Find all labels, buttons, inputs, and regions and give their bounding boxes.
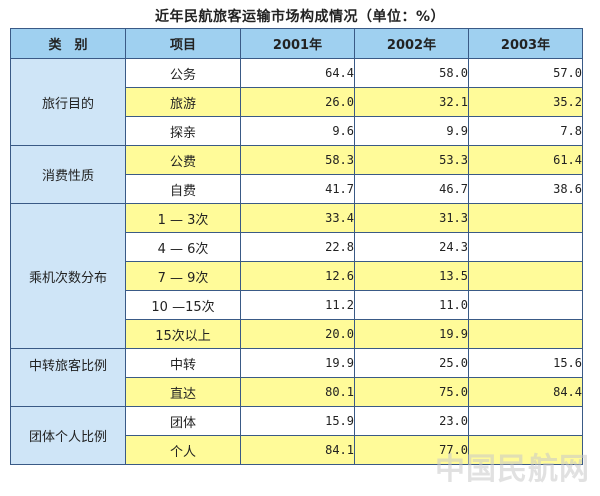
- value-2001: 80.1: [240, 377, 355, 407]
- value-2001: 41.7: [240, 174, 355, 204]
- value-2001: 84.1: [240, 435, 355, 465]
- item-cell: 7 — 9次: [125, 261, 241, 291]
- value-2003: 84.4: [468, 377, 583, 407]
- category-flight-frequency: 乘机次数分布: [10, 203, 126, 349]
- value-2001: 26.0: [240, 87, 355, 117]
- value-2003: [468, 406, 583, 436]
- item-cell: 公务: [125, 58, 241, 88]
- value-2003: 38.6: [468, 174, 583, 204]
- item-cell: 直达: [125, 377, 241, 407]
- item-cell: 团体: [125, 406, 241, 436]
- header-2002: 2002年: [354, 28, 469, 59]
- value-2001: 12.6: [240, 261, 355, 291]
- value-2002: 77.0: [354, 435, 469, 465]
- table-row: 消费性质 公费 58.3 53.3 61.4: [10, 145, 583, 204]
- value-2001: 20.0: [240, 319, 355, 349]
- table-row: 旅行目的 公务 64.4 58.0 57.0: [10, 58, 583, 146]
- value-2002: 23.0: [354, 406, 469, 436]
- value-2002: 11.0: [354, 290, 469, 320]
- value-2003: [468, 232, 583, 262]
- value-2001: 15.9: [240, 406, 355, 436]
- item-cell: 1 — 3次: [125, 203, 241, 233]
- value-2002: 24.3: [354, 232, 469, 262]
- item-cell: 探亲: [125, 116, 241, 146]
- value-2001: 9.6: [240, 116, 355, 146]
- category-consumption: 消费性质: [10, 145, 126, 204]
- value-2001: 11.2: [240, 290, 355, 320]
- item-cell: 中转: [125, 348, 241, 378]
- header-category: 类 别: [10, 28, 126, 59]
- value-2003: [468, 319, 583, 349]
- value-2001: 33.4: [240, 203, 355, 233]
- table-row: 个人 84.1 77.0: [11, 435, 583, 465]
- value-2003: 57.0: [468, 58, 583, 88]
- value-2002: 32.1: [354, 87, 469, 117]
- category-travel-purpose: 旅行目的: [10, 58, 126, 146]
- header-item: 项目: [125, 28, 241, 59]
- table-title: 近年民航旅客运输市场构成情况（单位：%）: [154, 9, 446, 25]
- table-row: 中转旅客比例 中转 19.9 25.0 15.6: [10, 348, 583, 407]
- value-2002: 46.7: [354, 174, 469, 204]
- header-2001: 2001年: [240, 28, 355, 59]
- value-2002: 58.0: [354, 58, 469, 88]
- header-2003: 2003年: [468, 28, 583, 59]
- item-cell: 公费: [125, 145, 241, 175]
- item-cell: 15次以上: [125, 319, 241, 349]
- table-row: 10 —15次 11.2 11.0: [11, 290, 583, 320]
- table-row: 团体个人比例 团体 15.9 23.0: [10, 406, 583, 465]
- value-2003: [468, 435, 583, 465]
- header-row: 类 别 项目 2001年 2002年 2003年: [10, 28, 583, 59]
- value-2003: 35.2: [468, 87, 583, 117]
- value-2003: 7.8: [468, 116, 583, 146]
- value-2002: 13.5: [354, 261, 469, 291]
- value-2003: 61.4: [468, 145, 583, 175]
- table-row: 探亲 9.6 9.9 7.8: [11, 116, 583, 146]
- item-cell: 旅游: [125, 87, 241, 117]
- item-cell: 4 — 6次: [125, 232, 241, 262]
- value-2001: 22.8: [240, 232, 355, 262]
- category-transfer-ratio: 中转旅客比例: [10, 348, 126, 407]
- value-2002: 9.9: [354, 116, 469, 146]
- value-2003: 15.6: [468, 348, 583, 378]
- value-2001: 19.9: [240, 348, 355, 378]
- value-2001: 64.4: [240, 58, 355, 88]
- value-2003: [468, 203, 583, 233]
- item-cell: 自费: [125, 174, 241, 204]
- table-row: 直达 80.1 75.0 84.4: [11, 377, 583, 407]
- value-2002: 75.0: [354, 377, 469, 407]
- item-cell: 个人: [125, 435, 241, 465]
- table-row: 旅游 26.0 32.1 35.2: [11, 87, 583, 117]
- table-row: 4 — 6次 22.8 24.3: [11, 232, 583, 262]
- table-row: 自费 41.7 46.7 38.6: [11, 174, 583, 204]
- watermark-logo: 中国民航网: [435, 452, 590, 487]
- value-2002: 19.9: [354, 319, 469, 349]
- market-composition-table: 类 别 项目 2001年 2002年 2003年 旅行目的 公务 64.4 58…: [10, 28, 583, 465]
- value-2002: 25.0: [354, 348, 469, 378]
- table-row: 7 — 9次 12.6 13.5: [11, 261, 583, 291]
- value-2003: [468, 261, 583, 291]
- table-row: 乘机次数分布 1 — 3次 33.4 31.3: [10, 203, 583, 349]
- value-2002: 31.3: [354, 203, 469, 233]
- value-2003: [468, 290, 583, 320]
- value-2001: 58.3: [240, 145, 355, 175]
- category-group-individual: 团体个人比例: [10, 406, 126, 465]
- value-2002: 53.3: [354, 145, 469, 175]
- item-cell: 10 —15次: [125, 290, 241, 320]
